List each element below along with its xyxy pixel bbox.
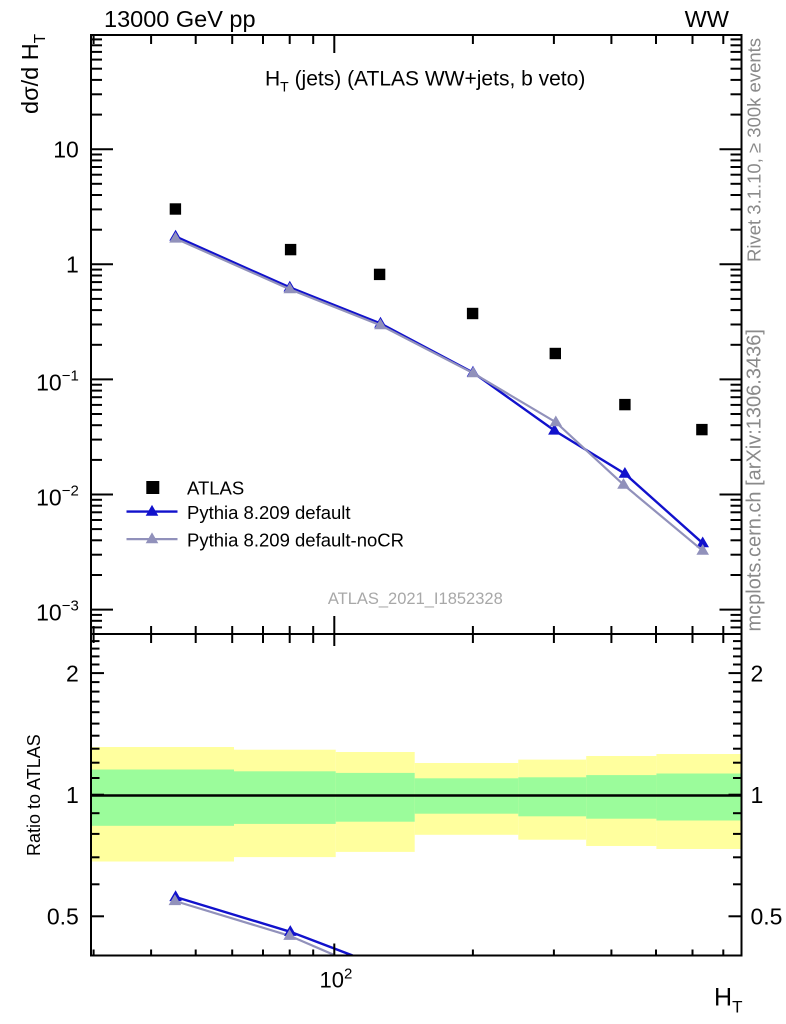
svg-text:1: 1 [66,252,79,278]
svg-text:Ratio to ATLAS: Ratio to ATLAS [24,734,44,856]
svg-text:ATLAS: ATLAS [187,478,244,499]
svg-text:0.5: 0.5 [47,904,79,930]
svg-text:0.5: 0.5 [751,904,783,930]
svg-text:1: 1 [66,782,79,808]
svg-text:1: 1 [751,782,764,808]
svg-text:2: 2 [66,660,79,686]
svg-text:WW: WW [685,6,730,32]
svg-text:mcplots.cern.ch [arXiv:1306.34: mcplots.cern.ch [arXiv:1306.3436] [744,329,766,631]
svg-text:10: 10 [53,137,79,163]
svg-text:Pythia 8.209 default: Pythia 8.209 default [187,502,351,523]
svg-text:HT (jets) (ATLAS WW+jets, b ve: HT (jets) (ATLAS WW+jets, b veto) [265,67,585,94]
svg-text:Rivet 3.1.10, ≥ 300k events: Rivet 3.1.10, ≥ 300k events [744,38,765,262]
svg-text:Pythia 8.209 default-noCR: Pythia 8.209 default-noCR [187,530,404,551]
svg-text:13000 GeV pp: 13000 GeV pp [104,6,256,32]
svg-text:2: 2 [751,660,764,686]
svg-text:ATLAS_2021_I1852328: ATLAS_2021_I1852328 [328,590,503,608]
svg-text:10−1: 10−1 [36,367,79,395]
